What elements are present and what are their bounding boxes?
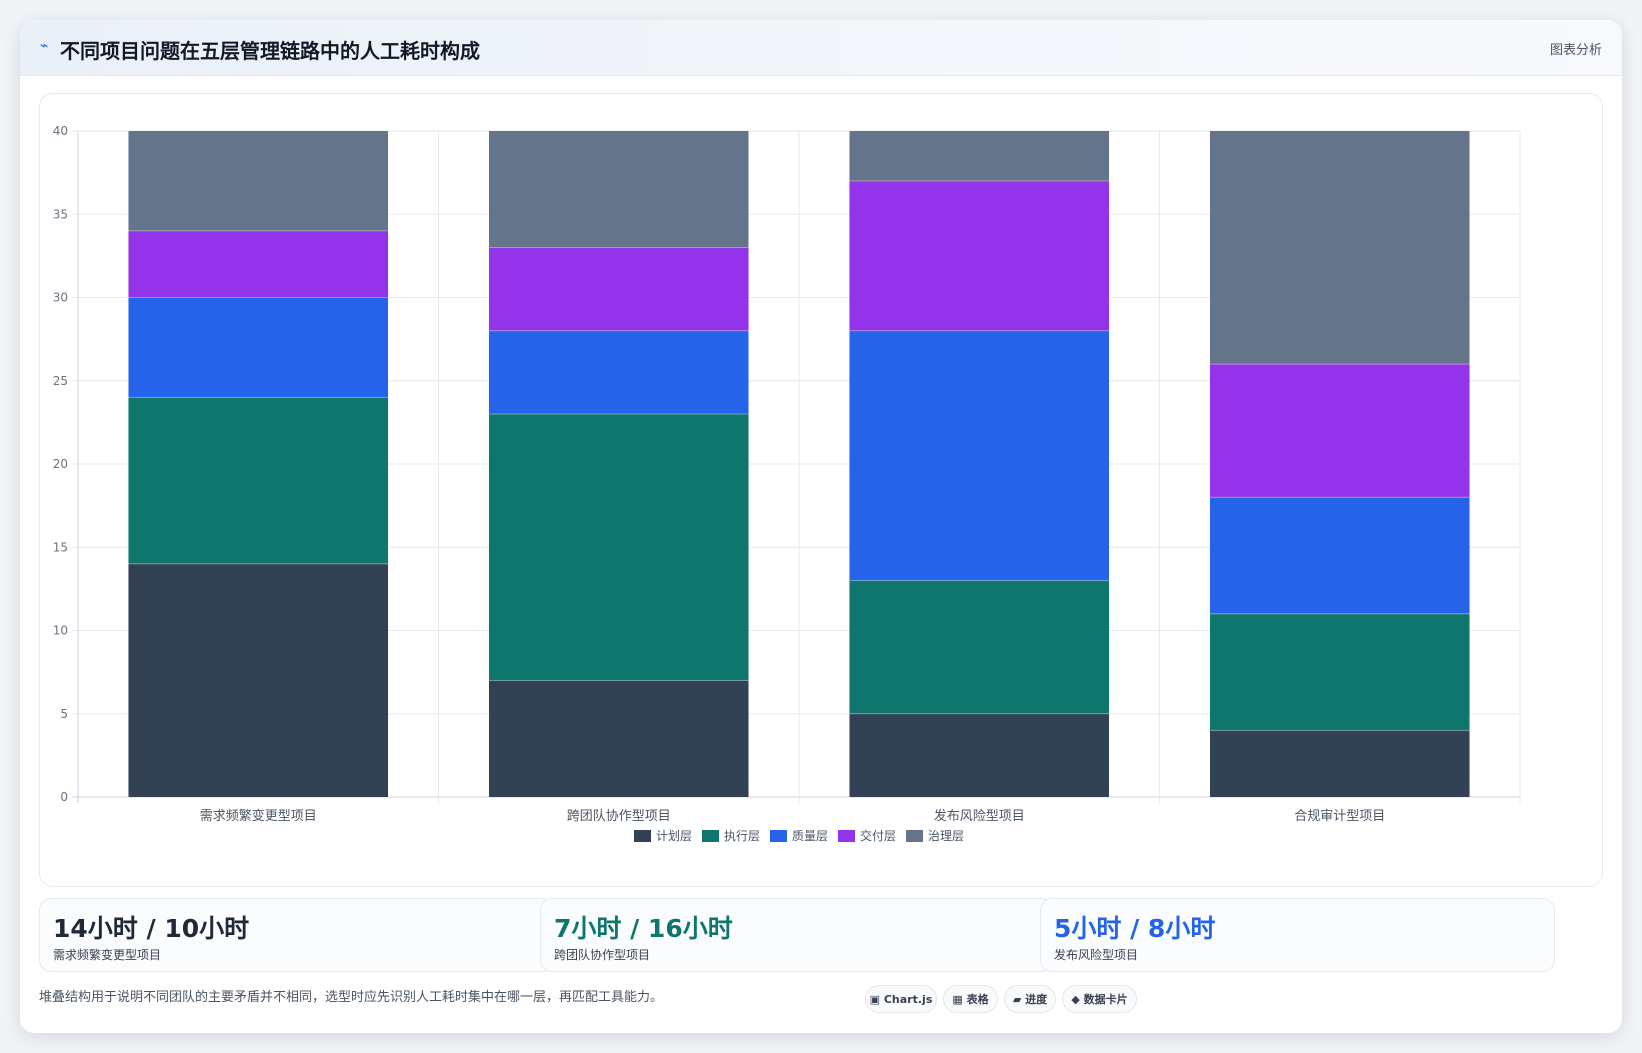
x-category-label: 发布风险型项目 <box>934 808 1025 824</box>
y-tick-label: 10 <box>53 624 68 638</box>
bar-segment <box>488 680 749 797</box>
bar-segment <box>128 397 389 564</box>
y-tick-label: 15 <box>53 540 68 554</box>
bar-segment <box>849 330 1110 581</box>
legend-swatch <box>770 830 787 842</box>
x-category-label: 跨团队协作型项目 <box>567 809 671 824</box>
stat-label: 需求频繁变更型项目 <box>53 948 162 962</box>
progress-pill[interactable]: ▰ 进度 <box>1004 985 1056 1013</box>
bar-segment <box>849 131 1110 181</box>
x-category-label: 合规审计型项目 <box>1294 809 1385 824</box>
bar-segment <box>488 330 749 415</box>
stat-card-2: 7小时 / 16小时 跨团队协作型项目 <box>540 898 1055 972</box>
bar-segment <box>1209 364 1470 498</box>
y-tick-label: 25 <box>53 374 68 388</box>
chart-container: 0 5 10 15 20 25 30 35 40 需求频繁变更型项目 跨团队协作型项目 发布风险型项目… <box>39 93 1603 887</box>
chart-icon: ⌁ <box>40 38 49 54</box>
bar-segment <box>488 247 749 331</box>
stat-label: 跨团队协作型项目 <box>554 948 651 962</box>
chart-card: ⌁ 不同项目问题在五层管理链路中的人工耗时构成 图表分析 0 5 10 15 20 25 3… <box>20 20 1622 1033</box>
bar-segment <box>488 414 749 681</box>
bar-segment <box>488 131 749 248</box>
y-tick-label: 5 <box>60 707 68 721</box>
legend-label: 计划层 <box>656 829 692 843</box>
legend-swatch <box>838 830 855 842</box>
bar-segment <box>849 713 1110 797</box>
stacked-bar-chart: 0 5 10 15 20 25 30 35 40 需求频繁变更型项目 跨团队协作型项目 发布风险型项目… <box>53 124 1521 843</box>
chart-analysis-tag: 图表分析 <box>1549 43 1602 58</box>
legend-label: 治理层 <box>928 829 964 843</box>
card-title: 不同项目问题在五层管理链路中的人工耗时构成 <box>60 39 480 63</box>
stat-card-3: 5小时 / 8小时 发布风险型项目 <box>1040 898 1555 972</box>
y-tick-label: 35 <box>53 207 68 221</box>
legend-swatch <box>906 830 923 842</box>
bar-segment <box>1209 131 1470 365</box>
y-tick-label: 40 <box>53 124 68 138</box>
footer-note: 堆叠结构用于说明不同团队的主要矛盾并不相同，选型时应先识别人工耗时集中在哪一层，… <box>39 990 664 1005</box>
bar-segment <box>1209 730 1470 797</box>
bar-segment <box>128 131 389 231</box>
legend-label: 质量层 <box>792 829 828 843</box>
stat-card-1: 14小时 / 10小时 需求频繁变更型项目 <box>39 898 554 972</box>
table-pill[interactable]: ▦ 表格 <box>943 985 998 1013</box>
stat-value: 14小时 / 10小时 <box>53 914 250 943</box>
bar-segment <box>128 563 389 797</box>
y-tick-label: 0 <box>60 790 68 804</box>
legend-swatch <box>702 830 719 842</box>
bar-segment <box>128 230 389 298</box>
legend-swatch <box>634 830 651 842</box>
bar-segment <box>849 580 1110 714</box>
stat-label: 发布风险型项目 <box>1054 948 1139 962</box>
data-card-pill[interactable]: ◆ 数据卡片 <box>1062 985 1137 1013</box>
chartjs-pill[interactable]: ▣ Chart.js <box>865 985 937 1013</box>
y-tick-label: 30 <box>53 291 68 305</box>
bar-segment <box>849 180 1110 331</box>
bar-segment <box>1209 497 1470 614</box>
y-tick-label: 20 <box>53 457 68 471</box>
legend-label: 执行层 <box>724 829 760 843</box>
stat-value: 5小时 / 8小时 <box>1054 914 1216 943</box>
legend-label: 交付层 <box>860 828 896 843</box>
bar-segment <box>1209 613 1470 731</box>
bar-segment <box>128 297 389 398</box>
x-category-label: 需求频繁变更型项目 <box>200 808 317 824</box>
card-header: ⌁ 不同项目问题在五层管理链路中的人工耗时构成 图表分析 <box>20 20 1622 76</box>
stat-value: 7小时 / 16小时 <box>554 914 733 943</box>
